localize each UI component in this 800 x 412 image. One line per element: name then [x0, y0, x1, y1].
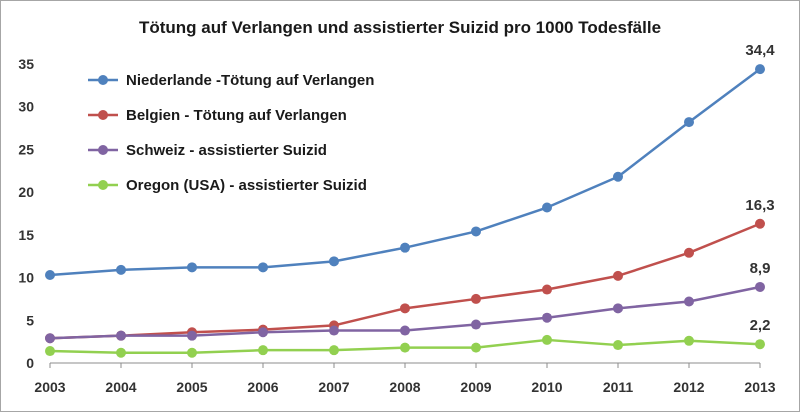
end-value-label: 16,3: [745, 197, 774, 214]
y-tick-label: 35: [18, 56, 34, 72]
y-tick-label: 30: [18, 99, 34, 115]
x-tick-label: 2013: [744, 379, 775, 395]
data-point: [542, 284, 552, 295]
data-point: [613, 171, 623, 182]
data-point: [116, 264, 126, 275]
series-4: 2,2: [45, 317, 770, 358]
data-point: [684, 247, 694, 258]
data-point: [613, 340, 623, 351]
data-point: [684, 117, 694, 128]
data-point: [329, 325, 339, 336]
legend-label: Oregon (USA) - assistierter Suizid: [126, 177, 367, 194]
data-point: [45, 270, 55, 281]
data-point: [45, 333, 55, 344]
end-value-label: 8,9: [750, 260, 771, 277]
y-tick-label: 5: [26, 312, 34, 328]
x-tick-label: 2003: [34, 379, 65, 395]
y-tick-label: 20: [18, 184, 34, 200]
legend-swatch-marker: [98, 75, 108, 85]
x-tick-label: 2006: [247, 379, 278, 395]
data-point: [187, 262, 197, 273]
data-point: [755, 64, 765, 75]
data-point: [542, 312, 552, 323]
data-point: [400, 303, 410, 314]
legend-label: Belgien - Tötung auf Verlangen: [126, 107, 347, 124]
x-tick-label: 2010: [531, 379, 562, 395]
series-2: 16,3: [45, 197, 775, 344]
data-point: [329, 345, 339, 356]
x-tick-label: 2009: [460, 379, 491, 395]
legend-item: Oregon (USA) - assistierter Suizid: [88, 177, 367, 194]
end-value-label: 2,2: [750, 317, 771, 334]
series-1: 34,4: [45, 42, 775, 281]
series-3: 8,9: [45, 260, 771, 344]
data-point: [258, 327, 268, 338]
x-tick-label: 2007: [318, 379, 349, 395]
data-point: [542, 202, 552, 213]
data-point: [116, 347, 126, 358]
data-point: [400, 325, 410, 336]
end-value-label: 34,4: [745, 42, 775, 59]
legend-item: Niederlande -Tötung auf Verlangen: [88, 72, 374, 89]
y-tick-label: 0: [26, 355, 34, 371]
legend-item: Schweiz - assistierter Suizid: [88, 142, 327, 159]
data-point: [755, 218, 765, 229]
x-axis: 2003 2004 2005 2006 2007 2008 2009 2010 2011 2012…: [34, 362, 776, 395]
data-point: [684, 296, 694, 307]
data-point: [755, 339, 765, 350]
x-tick-label: 2004: [105, 379, 136, 395]
y-axis: 0 5 10 15 20 25 30 35: [18, 56, 34, 371]
data-point: [613, 270, 623, 281]
legend-swatch-marker: [98, 145, 108, 155]
data-point: [116, 330, 126, 341]
legend-label: Schweiz - assistierter Suizid: [126, 142, 327, 159]
legend-label: Niederlande -Tötung auf Verlangen: [126, 72, 374, 89]
data-point: [45, 346, 55, 357]
data-point: [755, 281, 765, 292]
y-tick-label: 15: [18, 227, 34, 243]
data-point: [684, 335, 694, 346]
data-point: [613, 303, 623, 314]
series-line: [49, 222, 761, 340]
legend-item: Belgien - Tötung auf Verlangen: [88, 107, 347, 124]
legend: Niederlande -Tötung auf Verlangen Belgien…: [88, 72, 374, 194]
legend-swatch-marker: [98, 180, 108, 190]
data-point: [400, 242, 410, 253]
data-point: [471, 226, 481, 237]
chart-title: Tötung auf Verlangen und assistierter Su…: [139, 18, 661, 37]
x-tick-label: 2012: [673, 379, 704, 395]
data-point: [471, 293, 481, 304]
data-point: [542, 334, 552, 345]
y-tick-label: 25: [18, 141, 34, 157]
data-point: [187, 347, 197, 358]
data-point: [258, 345, 268, 356]
x-tick-label: 2011: [603, 379, 634, 395]
data-point: [187, 330, 197, 341]
legend-swatch-marker: [98, 110, 108, 120]
series-layer: 34,4 16,3 8,9 2,2: [45, 42, 775, 358]
data-point: [471, 319, 481, 330]
y-tick-label: 10: [18, 270, 34, 286]
x-tick-label: 2008: [389, 379, 420, 395]
data-point: [258, 262, 268, 273]
x-tick-label: 2005: [176, 379, 207, 395]
data-point: [471, 342, 481, 353]
data-point: [400, 342, 410, 353]
data-point: [329, 256, 339, 267]
